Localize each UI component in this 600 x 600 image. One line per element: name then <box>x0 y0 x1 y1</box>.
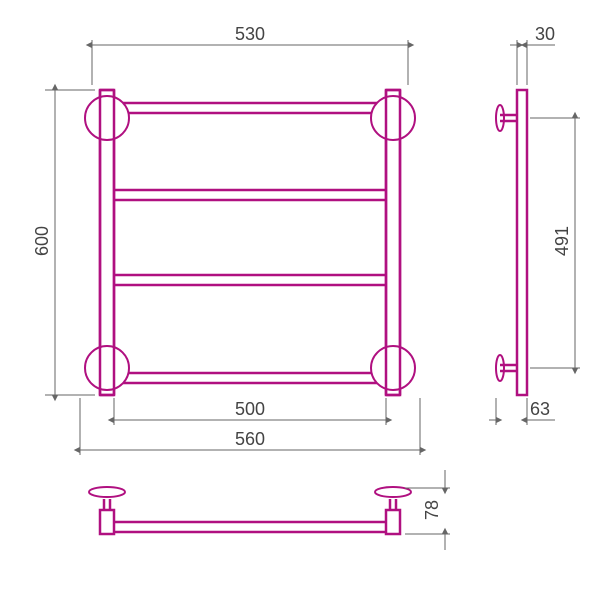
front-view <box>85 90 415 395</box>
drawing-canvas: 530 600 500 560 <box>0 0 600 600</box>
bar-1 <box>114 103 386 113</box>
dim-78: 78 <box>422 500 442 520</box>
dim-30: 30 <box>535 24 555 44</box>
dim-63: 63 <box>530 399 550 419</box>
bottom-view <box>89 487 411 534</box>
bar-3 <box>114 275 386 285</box>
bar-4 <box>114 373 386 383</box>
bottom-dims: 78 <box>405 470 450 550</box>
dim-600: 600 <box>32 226 52 256</box>
dim-500: 500 <box>235 399 265 419</box>
side-view <box>496 90 527 395</box>
side-bracket-bottom <box>496 355 517 381</box>
dim-560: 560 <box>235 429 265 449</box>
dim-530: 530 <box>235 24 265 44</box>
dim-491: 491 <box>552 226 572 256</box>
bar-2 <box>114 190 386 200</box>
front-dims: 530 600 500 560 <box>32 24 420 455</box>
side-bracket-top <box>496 105 517 131</box>
